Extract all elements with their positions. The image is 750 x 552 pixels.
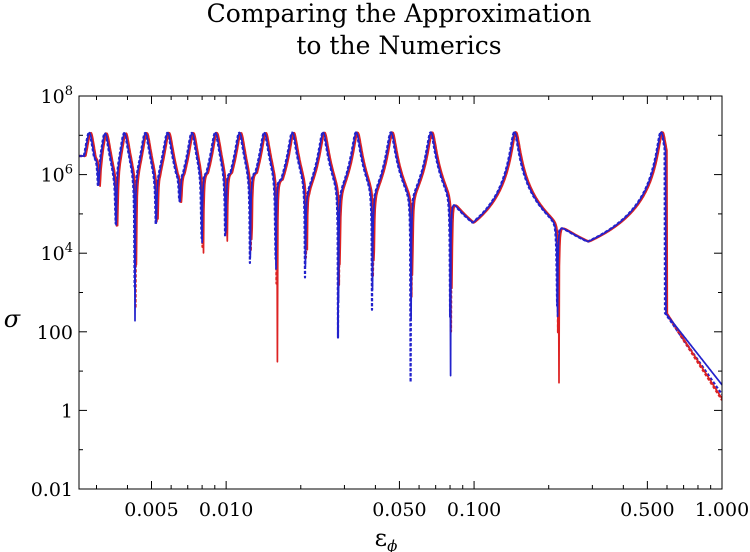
- y-tick-label: 100: [37, 322, 73, 344]
- x-axis-label: εϕ: [375, 524, 398, 552]
- y-tick-label: 1: [61, 400, 73, 422]
- series-line-blue-solid: [79, 131, 722, 386]
- y-tick-label-exponent: 4: [65, 241, 73, 256]
- x-tick-label: 0.500: [620, 499, 674, 521]
- y-tick-label-exponent: 6: [65, 163, 73, 178]
- x-tick-label: 0.050: [372, 499, 426, 521]
- y-tick-label-base: 10: [41, 86, 65, 108]
- chart-title-line-1: Comparing the Approximation: [207, 0, 592, 28]
- chart-title-line-2: to the Numerics: [296, 31, 501, 60]
- x-tick-label: 0.100: [447, 499, 501, 521]
- y-tick-label: 104: [41, 241, 73, 265]
- y-tick-label: 106: [41, 163, 73, 187]
- series-layer: [79, 131, 722, 401]
- y-axis-label-text: σ: [4, 305, 21, 333]
- x-axis-label-subscript: ϕ: [387, 537, 397, 552]
- y-tick-label-base: 10: [41, 243, 65, 265]
- plot-frame: [78, 95, 723, 490]
- x-tick-label: 0.010: [199, 499, 253, 521]
- y-tick-label-base: 10: [41, 165, 65, 187]
- series-line-red-solid: [79, 131, 722, 400]
- y-axis-label: σ: [4, 305, 21, 333]
- y-tick-label-exponent: 8: [65, 84, 73, 99]
- x-tick-label: 1.000: [695, 499, 749, 521]
- x-axis-label-text: ε: [375, 524, 387, 552]
- x-tick-label: 0.005: [124, 499, 178, 521]
- axis-layer: 0.005 0.010 0.050 0.100 0.500 1.000 0.01 1 100 10…: [31, 84, 750, 521]
- y-tick-label: 0.01: [31, 479, 73, 501]
- y-tick-label: 108: [41, 84, 73, 108]
